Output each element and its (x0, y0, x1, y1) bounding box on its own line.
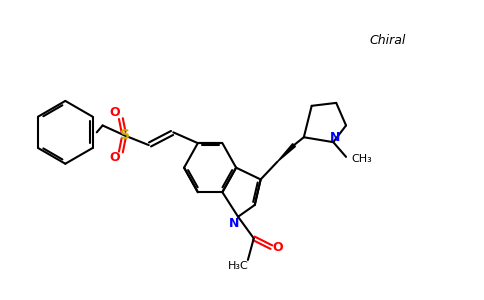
Text: S: S (120, 128, 130, 142)
Text: O: O (109, 106, 120, 119)
Polygon shape (277, 144, 295, 162)
Text: N: N (229, 217, 239, 230)
Text: O: O (109, 152, 120, 164)
Text: H₃C: H₃C (227, 261, 248, 271)
Text: O: O (272, 241, 283, 254)
Text: CH₃: CH₃ (351, 154, 372, 164)
Text: Chiral: Chiral (369, 34, 406, 46)
Text: N: N (330, 131, 340, 144)
